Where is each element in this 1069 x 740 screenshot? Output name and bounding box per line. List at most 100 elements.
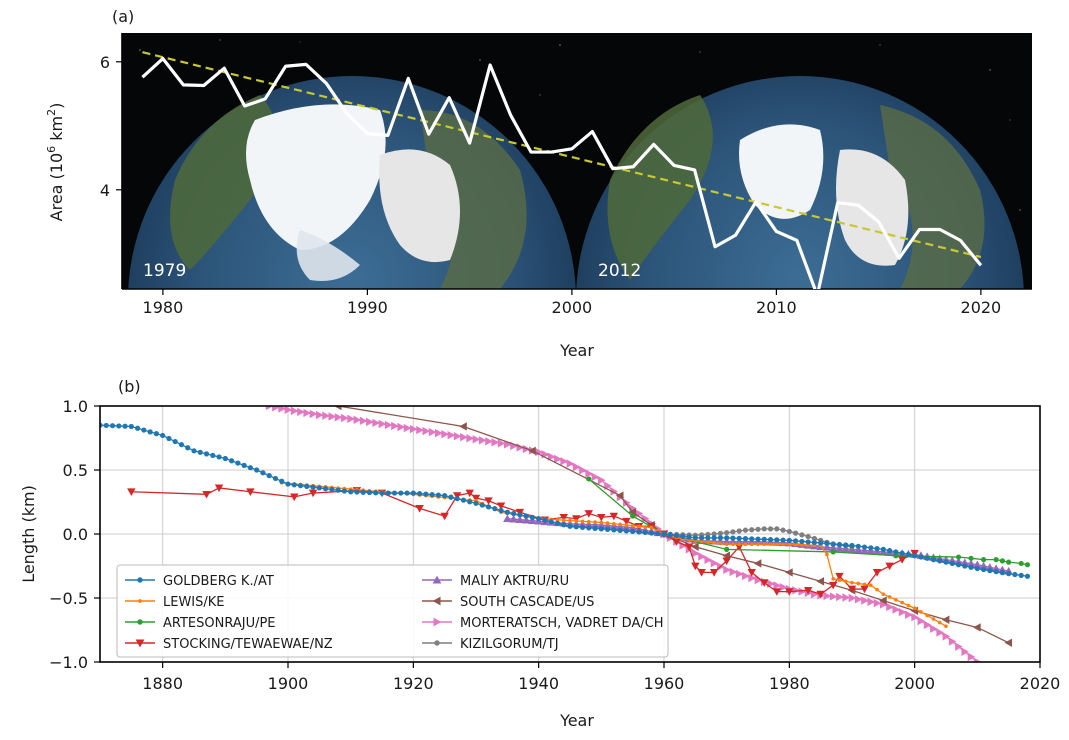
data-point [749, 527, 755, 533]
data-point [593, 520, 597, 524]
data-point [936, 628, 944, 637]
data-point [856, 581, 861, 586]
data-point [433, 617, 442, 627]
data-point [333, 406, 342, 411]
data-point [410, 490, 416, 496]
data-point [485, 437, 493, 446]
data-point [622, 517, 631, 526]
data-point [973, 623, 981, 632]
data-point [435, 492, 441, 498]
data-point [568, 518, 572, 523]
data-point [561, 522, 567, 528]
data-point [842, 593, 850, 602]
data-point [981, 566, 987, 573]
data-point [767, 537, 774, 543]
data-point [861, 544, 868, 550]
data-point [680, 533, 686, 539]
data-point [559, 514, 568, 522]
data-point [912, 553, 918, 559]
data-point [805, 533, 811, 540]
data-point [580, 519, 585, 524]
data-point [818, 540, 824, 546]
data-point [354, 489, 360, 495]
data-point [584, 510, 593, 518]
data-point [843, 542, 849, 548]
data-point [736, 528, 742, 534]
data-point [837, 578, 842, 582]
data-point [830, 549, 836, 555]
data-point [578, 520, 587, 528]
data-point [919, 610, 923, 614]
data-point [691, 549, 700, 558]
data-point [378, 419, 387, 429]
data-point [128, 423, 134, 430]
data-point [432, 575, 442, 584]
panel-a-x-tick-label: 2000 [552, 298, 593, 317]
data-point [785, 568, 793, 577]
data-point [304, 483, 310, 489]
panel-b-legend: GOLDBERG K./AT LEWIS/KE ARTESONRAJU/PE STOC… [116, 564, 669, 658]
data-point [561, 518, 566, 522]
legend-item: ARTESONRAJU/PE [125, 616, 276, 631]
data-point [811, 535, 818, 542]
data-point [597, 514, 606, 522]
data-point [860, 546, 869, 554]
data-point [730, 529, 736, 535]
data-point [829, 543, 838, 552]
data-point [955, 562, 962, 568]
data-point [609, 521, 619, 530]
data-point [730, 535, 736, 541]
data-point [441, 429, 449, 439]
panel-b-axes: 1880 1900 1920 1940 1960 1980 2000 2020 −1.0 −0.5… [49, 397, 1060, 693]
panel-b-y-tick-label: −1.0 [49, 653, 88, 672]
data-point [873, 598, 882, 608]
data-point [735, 569, 744, 579]
data-point [416, 425, 424, 435]
data-point [793, 530, 799, 536]
legend-item: SOUTH CASCADE/US [422, 595, 594, 610]
data-point [116, 423, 122, 429]
data-point [875, 587, 879, 592]
trend-line [142, 51, 982, 259]
data-point [974, 565, 980, 572]
data-point [930, 557, 937, 563]
data-point [303, 408, 311, 418]
data-point [822, 543, 832, 551]
panel-a: (a) [45, 7, 1032, 360]
data-point [993, 569, 999, 575]
data-point [735, 543, 744, 551]
data-point [435, 428, 443, 438]
data-point [254, 467, 260, 473]
data-point [1018, 560, 1024, 567]
data-point [1024, 562, 1031, 568]
data-point [523, 513, 529, 519]
data-point [643, 525, 648, 529]
data-point [686, 534, 692, 540]
data-point [825, 552, 829, 557]
data-point [135, 425, 141, 431]
data-point [872, 569, 882, 577]
data-point [491, 438, 499, 447]
legend-item: KIZILGORUM/TJ [422, 637, 559, 652]
panel-b-x-tick-label: 1960 [644, 674, 685, 693]
data-point [290, 406, 299, 416]
data-point [742, 536, 749, 542]
data-point [560, 457, 568, 466]
data-point [279, 478, 285, 484]
data-point [925, 613, 930, 618]
data-point [590, 520, 600, 529]
data-point [772, 588, 781, 596]
legend-box [116, 564, 669, 658]
data-point [829, 592, 838, 601]
legend-label: KIZILGORUM/TJ [460, 637, 559, 652]
data-point [466, 434, 474, 443]
data-point [605, 526, 611, 532]
data-point [160, 432, 166, 439]
data-point [961, 647, 969, 656]
data-point [999, 570, 1006, 576]
data-point [485, 504, 492, 510]
data-point [467, 499, 473, 505]
data-point [943, 559, 949, 565]
data-point [1018, 572, 1024, 578]
